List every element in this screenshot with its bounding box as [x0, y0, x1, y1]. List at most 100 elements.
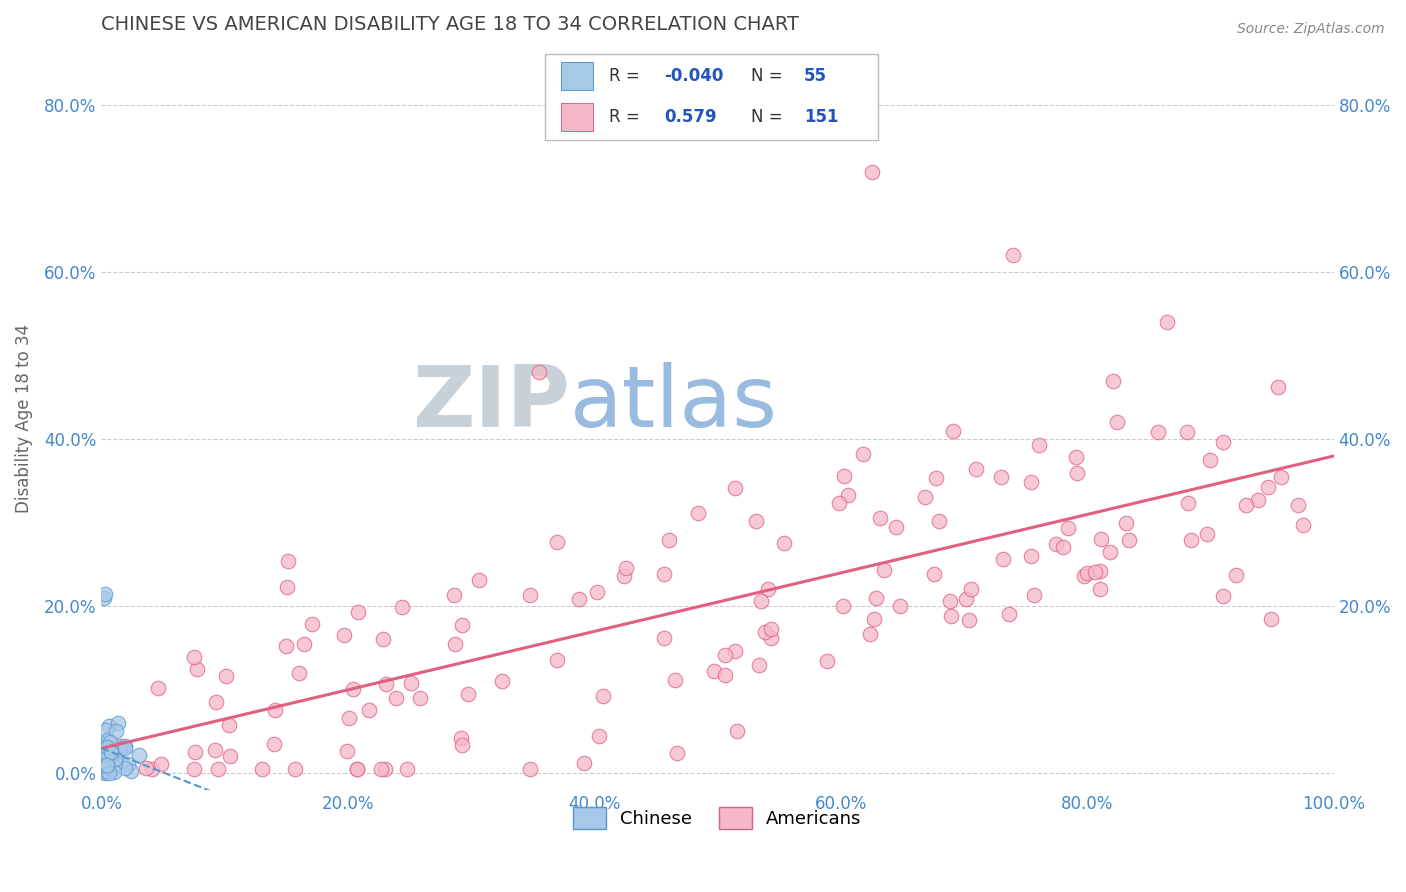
- Point: [1088, 582, 1111, 597]
- Point: [207, 762, 229, 776]
- Text: Source: ZipAtlas.com: Source: ZipAtlas.com: [1237, 22, 1385, 37]
- Point: [658, 533, 681, 547]
- Point: [990, 469, 1012, 483]
- Point: [703, 665, 725, 679]
- Point: [884, 520, 907, 534]
- Point: [1270, 469, 1292, 483]
- Point: [114, 741, 136, 756]
- Point: [863, 612, 886, 626]
- Point: [450, 731, 472, 745]
- Text: ZIP: ZIP: [412, 362, 569, 445]
- Point: [1002, 248, 1025, 262]
- Point: [725, 723, 748, 738]
- Point: [276, 639, 298, 653]
- Point: [110, 739, 132, 754]
- Point: [1052, 540, 1074, 554]
- Point: [336, 744, 359, 758]
- Point: [94, 756, 117, 771]
- Text: -0.040: -0.040: [665, 67, 724, 85]
- Point: [614, 561, 637, 575]
- Point: [96, 758, 118, 772]
- Point: [859, 626, 882, 640]
- Point: [457, 687, 479, 701]
- Point: [666, 747, 689, 761]
- Point: [252, 762, 274, 776]
- Point: [264, 703, 287, 717]
- Point: [754, 624, 776, 639]
- Point: [94, 764, 117, 778]
- Point: [1076, 566, 1098, 581]
- Point: [94, 765, 117, 780]
- Point: [93, 591, 115, 605]
- Point: [94, 742, 117, 756]
- Point: [114, 739, 136, 753]
- Point: [1180, 533, 1202, 547]
- Point: [1090, 532, 1112, 546]
- Point: [939, 594, 962, 608]
- Point: [1212, 435, 1234, 450]
- Point: [873, 563, 896, 577]
- Point: [103, 765, 125, 780]
- Point: [654, 566, 676, 581]
- Point: [1257, 479, 1279, 493]
- Point: [186, 662, 208, 676]
- Point: [965, 462, 987, 476]
- Point: [759, 631, 782, 645]
- Point: [1195, 526, 1218, 541]
- Point: [94, 749, 117, 764]
- Text: R =: R =: [609, 67, 645, 85]
- Point: [1260, 612, 1282, 626]
- Point: [724, 643, 747, 657]
- Point: [141, 762, 163, 776]
- Point: [100, 745, 122, 759]
- Text: 0.579: 0.579: [665, 108, 717, 126]
- Point: [93, 755, 115, 769]
- Point: [93, 757, 115, 772]
- Point: [1292, 517, 1315, 532]
- Text: 55: 55: [804, 67, 827, 85]
- Point: [993, 551, 1015, 566]
- Point: [592, 690, 614, 704]
- Point: [93, 760, 115, 774]
- Point: [957, 613, 980, 627]
- Point: [1064, 450, 1087, 464]
- FancyBboxPatch shape: [561, 62, 593, 90]
- Point: [1115, 516, 1137, 530]
- Point: [374, 677, 396, 691]
- Text: N =: N =: [751, 67, 787, 85]
- Point: [287, 665, 309, 680]
- Point: [773, 536, 796, 550]
- Point: [96, 761, 118, 775]
- Point: [444, 637, 467, 651]
- Point: [96, 759, 118, 773]
- Point: [342, 682, 364, 697]
- Point: [942, 424, 965, 438]
- FancyBboxPatch shape: [561, 103, 593, 131]
- Point: [1066, 467, 1088, 481]
- Point: [1045, 537, 1067, 551]
- Point: [301, 616, 323, 631]
- Point: [97, 766, 120, 780]
- Point: [357, 703, 380, 717]
- Point: [1028, 437, 1050, 451]
- Point: [384, 691, 406, 706]
- Text: atlas: atlas: [569, 362, 778, 445]
- Point: [664, 673, 686, 687]
- Point: [204, 743, 226, 757]
- Point: [96, 756, 118, 771]
- Point: [761, 622, 783, 636]
- Text: R =: R =: [609, 108, 645, 126]
- Point: [391, 599, 413, 614]
- Point: [146, 681, 169, 695]
- Point: [1177, 496, 1199, 510]
- Point: [828, 495, 851, 509]
- Point: [688, 506, 710, 520]
- Point: [925, 471, 948, 485]
- Point: [98, 719, 121, 733]
- Point: [1019, 549, 1042, 563]
- Point: [98, 762, 121, 776]
- Point: [860, 165, 883, 179]
- Point: [588, 729, 610, 743]
- Point: [128, 748, 150, 763]
- Point: [107, 715, 129, 730]
